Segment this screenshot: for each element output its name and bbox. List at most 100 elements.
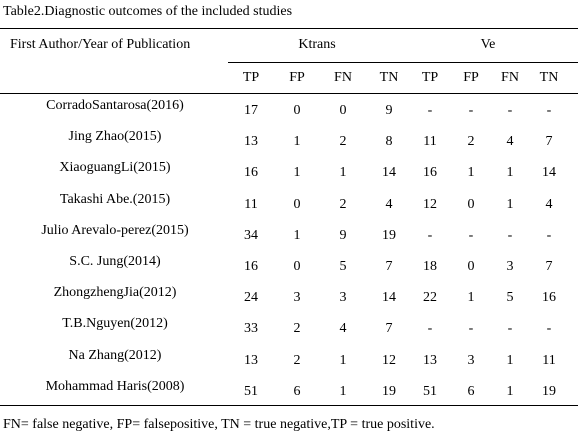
value-cell: 4 xyxy=(545,196,553,212)
column-header: FN xyxy=(334,70,352,85)
value-cell: 7 xyxy=(545,134,553,150)
bottom-rule xyxy=(0,405,578,406)
author-cell: Mohammad Haris(2008) xyxy=(45,378,185,394)
author-cell: Julio Arevalo-perez(2015) xyxy=(41,222,189,238)
value-cell: 33 xyxy=(244,321,258,337)
value-cell: 9 xyxy=(385,103,393,118)
value-cell: 0 xyxy=(293,103,301,118)
value-cell: 16 xyxy=(542,290,556,306)
value-cell: 6 xyxy=(293,383,301,399)
value-cell: 1 xyxy=(293,227,301,243)
column-header: TN xyxy=(539,70,559,85)
group-header: Ktrans xyxy=(298,37,336,52)
value-cell: 19 xyxy=(382,383,396,399)
value-cell: 1 xyxy=(506,165,514,181)
author-cell: Takashi Abe.(2015) xyxy=(59,191,171,207)
value-cell: 16 xyxy=(244,165,258,181)
value-cell: - xyxy=(427,103,433,118)
value-cell: 11 xyxy=(244,196,258,212)
value-cell: - xyxy=(546,227,552,243)
value-cell: - xyxy=(427,321,433,337)
footnote: FN= false negative, FP= falsepositive, T… xyxy=(3,417,435,432)
value-cell: - xyxy=(546,103,552,118)
value-cell: 1 xyxy=(339,352,347,368)
value-cell: 0 xyxy=(293,196,301,212)
value-cell: 2 xyxy=(339,196,347,212)
value-cell: 1 xyxy=(339,383,347,399)
value-cell: 16 xyxy=(244,259,258,274)
value-cell: 2 xyxy=(339,134,347,150)
value-cell: 2 xyxy=(293,321,301,337)
value-cell: 4 xyxy=(339,321,347,337)
value-cell: 11 xyxy=(542,352,556,368)
value-cell: 3 xyxy=(339,290,347,306)
value-cell: 1 xyxy=(293,165,301,181)
value-cell: 0 xyxy=(293,259,301,274)
value-cell: 5 xyxy=(506,290,514,306)
value-cell: 51 xyxy=(244,383,258,399)
author-cell: XiaoguangLi(2015) xyxy=(59,160,171,176)
value-cell: 13 xyxy=(244,352,258,368)
value-cell: - xyxy=(427,227,433,243)
author-cell: ZhongzhengJia(2012) xyxy=(53,285,177,301)
author-cell: CorradoSantarosa(2016) xyxy=(46,98,184,113)
value-cell: 14 xyxy=(382,165,396,181)
value-cell: 1 xyxy=(339,165,347,181)
value-cell: 8 xyxy=(385,134,393,150)
value-cell: - xyxy=(507,103,513,118)
value-cell: 11 xyxy=(423,134,437,150)
value-cell: 7 xyxy=(545,259,553,274)
author-cell: S.C. Jung(2014) xyxy=(69,254,161,269)
top-rule xyxy=(0,28,578,29)
value-cell: - xyxy=(507,227,513,243)
value-cell: 0 xyxy=(467,259,475,274)
value-cell: 5 xyxy=(339,259,347,274)
value-cell: 0 xyxy=(467,196,475,212)
value-cell: 1 xyxy=(293,134,301,150)
author-cell: T.B.Nguyen(2012) xyxy=(62,316,168,332)
value-cell: 17 xyxy=(244,103,258,118)
value-cell: 34 xyxy=(244,227,258,243)
value-cell: 1 xyxy=(506,352,514,368)
value-cell: 13 xyxy=(244,134,258,150)
value-cell: 1 xyxy=(506,383,514,399)
value-cell: 19 xyxy=(542,383,556,399)
value-cell: 1 xyxy=(467,165,475,181)
value-cell: 3 xyxy=(467,352,475,368)
value-cell: 18 xyxy=(423,259,437,274)
value-cell: 16 xyxy=(423,165,437,181)
value-cell: 22 xyxy=(423,290,437,306)
value-cell: 3 xyxy=(506,259,514,274)
column-header: FP xyxy=(463,70,479,85)
value-cell: - xyxy=(507,321,513,337)
value-cell: - xyxy=(546,321,552,337)
header-rule xyxy=(0,93,578,94)
value-cell: 3 xyxy=(293,290,301,306)
column-header: FN xyxy=(501,70,519,85)
value-cell: - xyxy=(468,321,474,337)
value-cell: 24 xyxy=(244,290,258,306)
value-cell: 1 xyxy=(467,290,475,306)
value-cell: 14 xyxy=(382,290,396,306)
value-cell: 4 xyxy=(506,134,514,150)
value-cell: 2 xyxy=(467,134,475,150)
value-cell: 12 xyxy=(423,196,437,212)
value-cell: 12 xyxy=(382,352,396,368)
value-cell: 4 xyxy=(385,196,393,212)
value-cell: 9 xyxy=(339,227,347,243)
group-header: Ve xyxy=(480,37,496,52)
value-cell: 1 xyxy=(506,196,514,212)
value-cell: 0 xyxy=(339,103,347,118)
column-header: FP xyxy=(289,70,305,85)
column-header: TP xyxy=(421,70,439,85)
value-cell: 51 xyxy=(423,383,437,399)
column-header: TN xyxy=(379,70,399,85)
value-cell: - xyxy=(468,227,474,243)
value-cell: 7 xyxy=(385,259,393,274)
author-cell: Na Zhang(2012) xyxy=(68,347,162,363)
value-cell: 14 xyxy=(542,165,556,181)
author-header: First Author/Year of Publication xyxy=(10,37,191,52)
value-cell: 2 xyxy=(293,352,301,368)
table-title: Table2.Diagnostic outcomes of the includ… xyxy=(3,4,293,19)
